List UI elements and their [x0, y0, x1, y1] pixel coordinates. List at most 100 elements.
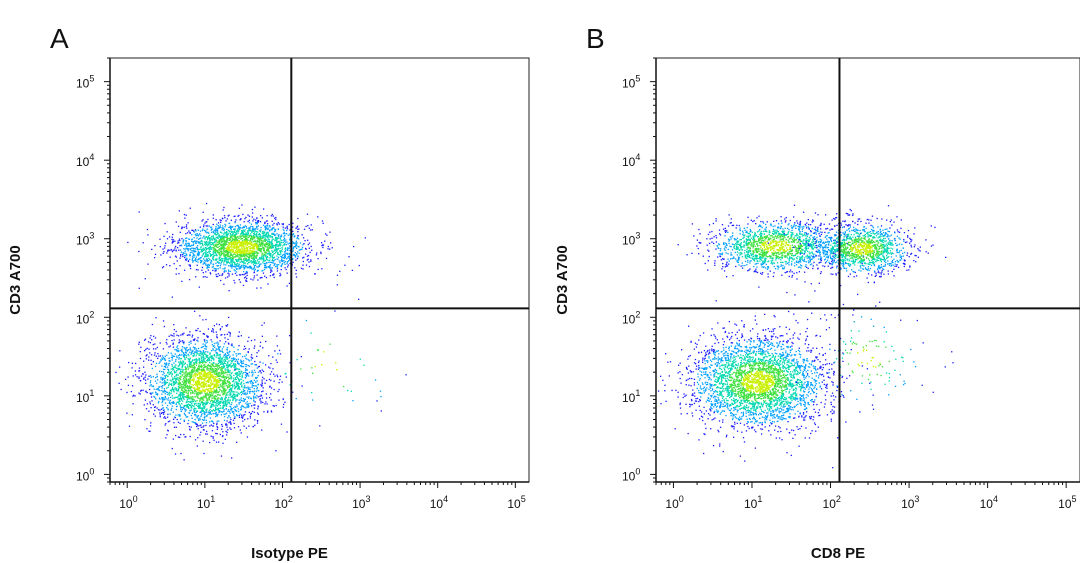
event-dot [206, 399, 208, 401]
event-dot [302, 244, 304, 246]
event-dot [212, 425, 214, 427]
event-dot [287, 249, 289, 251]
event-dot [188, 425, 191, 428]
event-dot [207, 365, 210, 367]
event-dot [174, 397, 176, 399]
event-dot [221, 237, 223, 239]
event-dot [149, 380, 152, 382]
event-dot [237, 229, 239, 231]
event-dot [217, 393, 219, 396]
event-dot [264, 244, 267, 246]
event-dot [235, 410, 238, 412]
event-dot [238, 242, 240, 244]
event-dot [171, 363, 173, 366]
event-dot [244, 266, 247, 268]
event-dot [280, 239, 282, 241]
event-dot [215, 411, 217, 414]
event-dot [185, 396, 188, 399]
event-dot [250, 236, 253, 238]
event-dot [201, 255, 203, 257]
event-dot [251, 231, 253, 233]
event-dot [171, 359, 173, 361]
event-dot [251, 237, 253, 240]
event-dot [184, 391, 186, 393]
event-dot [246, 248, 249, 250]
event-dot [178, 350, 180, 352]
event-dot [285, 376, 287, 378]
event-dot [260, 372, 262, 374]
event-dot [225, 393, 227, 395]
event-dot [156, 373, 158, 375]
event-dot [193, 359, 196, 361]
event-dot [233, 236, 236, 238]
event-dot [179, 397, 182, 399]
event-dot [221, 411, 223, 413]
event-dot [208, 397, 210, 399]
event-dot [230, 242, 232, 244]
event-dot [262, 244, 264, 246]
event-dot [227, 362, 229, 364]
event-dot [225, 236, 227, 239]
event-dot [178, 397, 180, 400]
event-dot [303, 243, 305, 245]
event-dot [164, 381, 167, 383]
event-dot [226, 261, 228, 263]
event-dot [223, 390, 225, 392]
event-dot [181, 368, 183, 371]
event-dot [317, 268, 319, 271]
event-dot [223, 228, 225, 231]
event-dot [242, 241, 244, 243]
event-dot [159, 355, 162, 357]
event-dot [238, 259, 240, 261]
event-dot [327, 245, 329, 248]
event-dot [228, 403, 231, 405]
event-dot [235, 368, 237, 370]
event-dot [229, 234, 232, 236]
event-dot [230, 262, 232, 264]
event-dot [317, 216, 319, 218]
event-dot [217, 362, 220, 365]
event-dot [257, 413, 260, 415]
event-dot [281, 250, 283, 253]
event-dot [235, 372, 237, 374]
event-dot [196, 259, 198, 261]
event-dot [166, 252, 168, 254]
event-dot [149, 342, 151, 344]
event-dot [224, 259, 226, 261]
event-dot [215, 233, 217, 235]
event-dot [181, 403, 183, 405]
event-dot [249, 402, 251, 405]
event-dot [227, 385, 229, 387]
event-dot [234, 242, 237, 245]
event-dot [191, 240, 193, 242]
event-dot [208, 358, 210, 360]
event-dot [257, 406, 259, 408]
event-dot [225, 396, 227, 399]
event-dot [206, 251, 209, 254]
event-dot [143, 350, 146, 352]
event-dot [167, 369, 170, 372]
event-dot [275, 239, 277, 242]
event-dot [221, 235, 223, 237]
event-dot [248, 336, 250, 339]
event-dot [242, 380, 244, 382]
event-dot [253, 411, 255, 413]
event-dot [206, 260, 208, 262]
event-dot [164, 383, 166, 385]
event-dot [238, 393, 241, 395]
event-dot [245, 279, 247, 281]
event-dot [262, 269, 264, 272]
event-dot [164, 390, 167, 392]
event-dot [178, 364, 180, 367]
event-dot [192, 421, 195, 423]
event-dot [267, 237, 269, 239]
event-dot [218, 441, 220, 443]
event-dot [172, 355, 174, 357]
event-dot [286, 262, 288, 265]
event-dot [219, 402, 222, 404]
event-dot [244, 414, 246, 416]
event-dot [249, 392, 251, 394]
event-dot [240, 397, 242, 399]
event-dot [181, 408, 183, 411]
event-dot [272, 246, 274, 248]
